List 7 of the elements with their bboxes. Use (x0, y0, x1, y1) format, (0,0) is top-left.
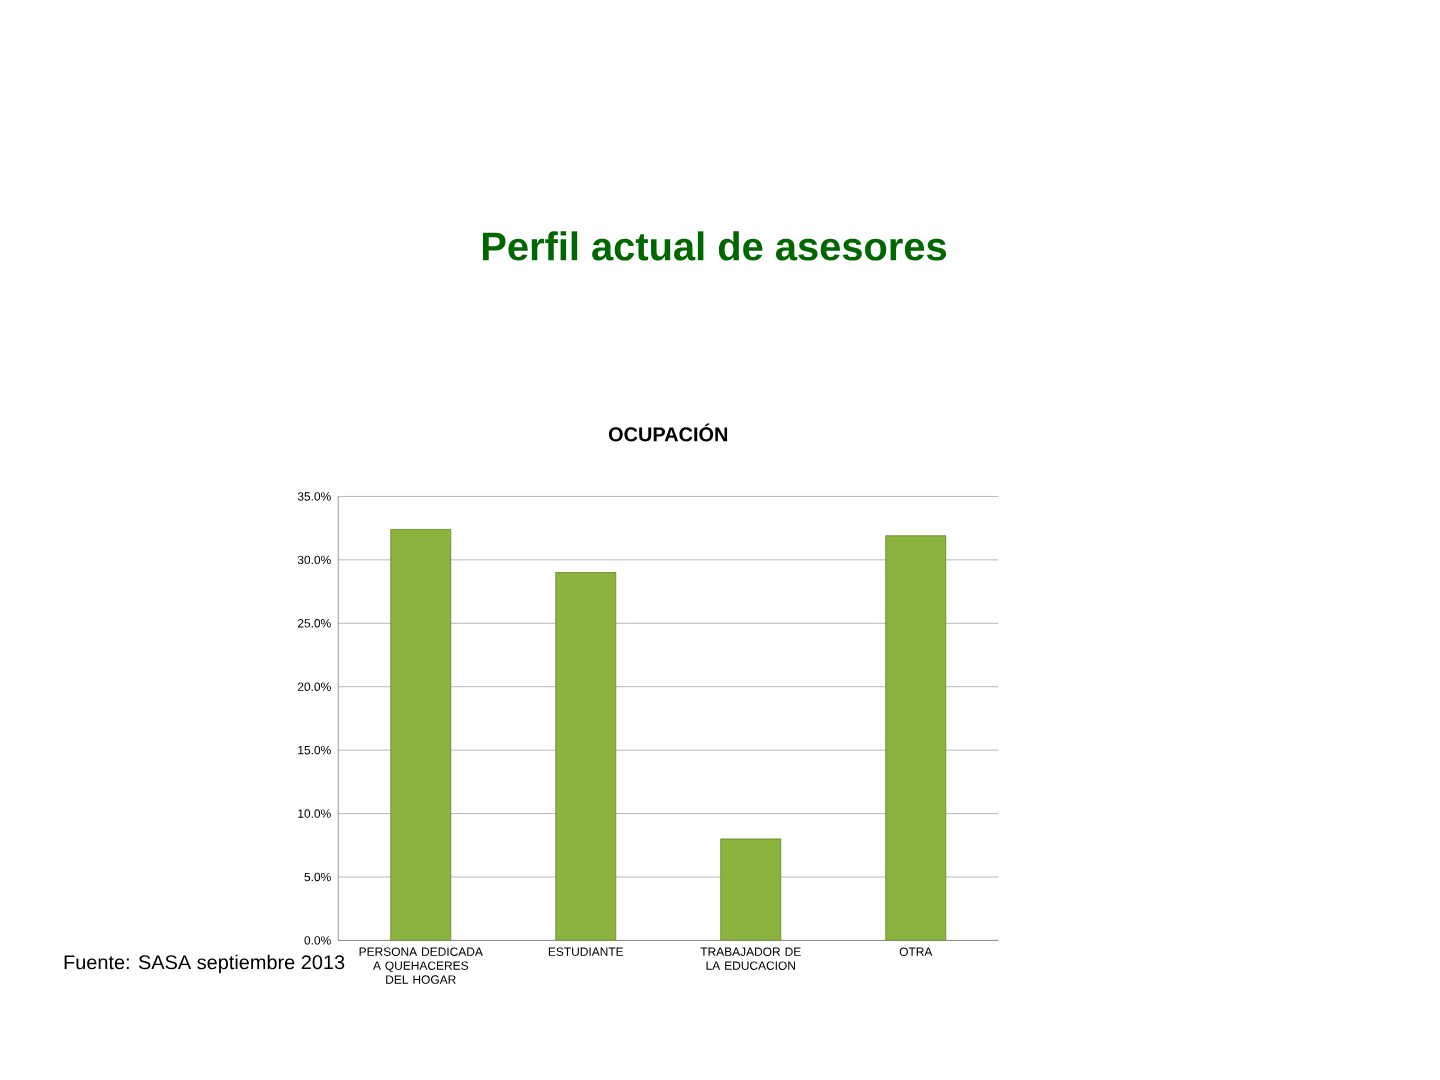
bar (390, 529, 452, 941)
bar (555, 572, 617, 941)
text: Perfil actual de asesores (482, 231, 947, 261)
bar (885, 535, 947, 941)
chart-title: OCUPACIÓN (608, 423, 728, 442)
source-note: Fuente: SASA septiembre 2013 (64, 954, 345, 974)
bar (720, 838, 782, 941)
